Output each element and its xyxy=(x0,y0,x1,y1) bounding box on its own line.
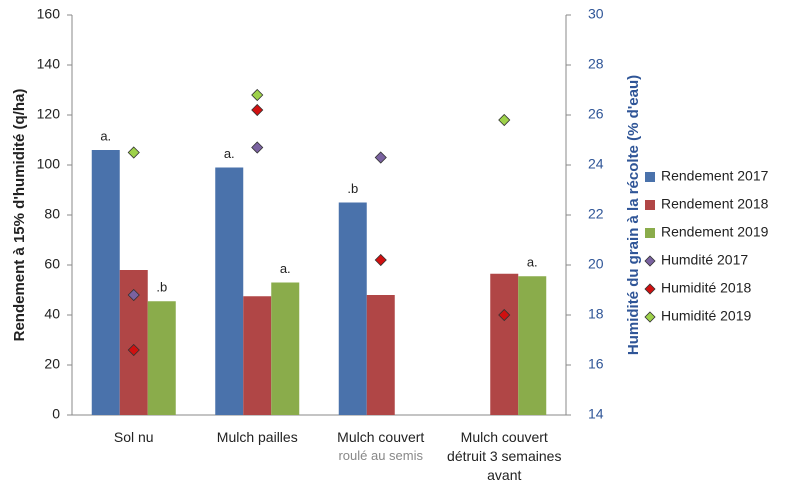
y-tick-label: 60 xyxy=(44,256,60,272)
bar-annotation: a. xyxy=(527,255,538,270)
legend-swatch xyxy=(644,311,656,323)
y-axis-title: Rendement à 15% d'humidité (q/ha) xyxy=(11,89,28,342)
legend-swatch xyxy=(644,255,656,267)
legend-label: Rendement 2018 xyxy=(661,196,769,212)
bar xyxy=(338,202,367,415)
y2-tick-label: 16 xyxy=(588,356,604,372)
legend-swatch xyxy=(645,200,655,210)
y2-tick-label: 24 xyxy=(588,156,604,172)
y2-tick-label: 28 xyxy=(588,56,604,72)
y2-tick-label: 20 xyxy=(588,256,604,272)
y2-tick-label: 26 xyxy=(588,106,604,122)
bar xyxy=(518,276,547,415)
x-tick-label: Mulch couvert xyxy=(337,429,425,445)
marker xyxy=(251,141,264,154)
y2-tick-label: 18 xyxy=(588,306,604,322)
marker xyxy=(251,103,264,117)
y-tick-label: 40 xyxy=(44,306,60,322)
x-tick-label: Sol nu xyxy=(113,429,154,445)
marker xyxy=(498,113,511,127)
marker xyxy=(251,88,264,102)
bar xyxy=(490,273,519,415)
y2-tick-label: 22 xyxy=(588,206,604,222)
y-tick-label: 140 xyxy=(37,56,61,72)
y-tick-label: 120 xyxy=(37,106,61,122)
bar xyxy=(147,301,176,415)
y2-tick-label: 30 xyxy=(588,6,604,22)
bar xyxy=(366,295,395,415)
bar-annotation: a. xyxy=(224,146,235,161)
y-tick-label: 0 xyxy=(52,406,60,422)
legend-label: Humidité 2019 xyxy=(661,308,751,324)
marker xyxy=(127,343,140,357)
bar-annotation: .b xyxy=(156,280,167,295)
y2-tick-label: 14 xyxy=(588,406,604,422)
bar xyxy=(91,150,120,415)
x-tick-note: roulé au semis xyxy=(338,448,424,463)
bar-annotation: .b xyxy=(347,181,358,196)
marker xyxy=(127,146,140,159)
bar xyxy=(243,296,272,415)
bar-annotation: a. xyxy=(280,261,291,276)
bar xyxy=(215,167,244,415)
legend-label: Humdité 2017 xyxy=(661,252,748,268)
marker xyxy=(498,308,511,322)
legend-swatch xyxy=(644,283,656,295)
bar-annotation: a. xyxy=(100,128,111,143)
y-tick-label: 160 xyxy=(37,6,61,22)
marker xyxy=(127,288,140,302)
marker xyxy=(374,151,387,164)
y2-axis-title: Humidité du grain à la récolte (% d'eau) xyxy=(625,75,642,355)
legend-swatch xyxy=(645,228,655,238)
y-tick-label: 20 xyxy=(44,356,60,372)
legend-label: Rendement 2019 xyxy=(661,224,769,240)
y-tick-label: 80 xyxy=(44,206,60,222)
x-tick-label: Mulch pailles xyxy=(216,429,298,445)
bar xyxy=(271,282,300,415)
x-tick-label: Mulch couvert détruit 3 semaines avant xyxy=(447,429,562,483)
legend-swatch xyxy=(645,172,655,182)
legend-label: Rendement 2017 xyxy=(661,168,769,184)
y-tick-label: 100 xyxy=(37,156,61,172)
legend-label: Humidité 2018 xyxy=(661,280,751,296)
marker xyxy=(374,253,387,267)
